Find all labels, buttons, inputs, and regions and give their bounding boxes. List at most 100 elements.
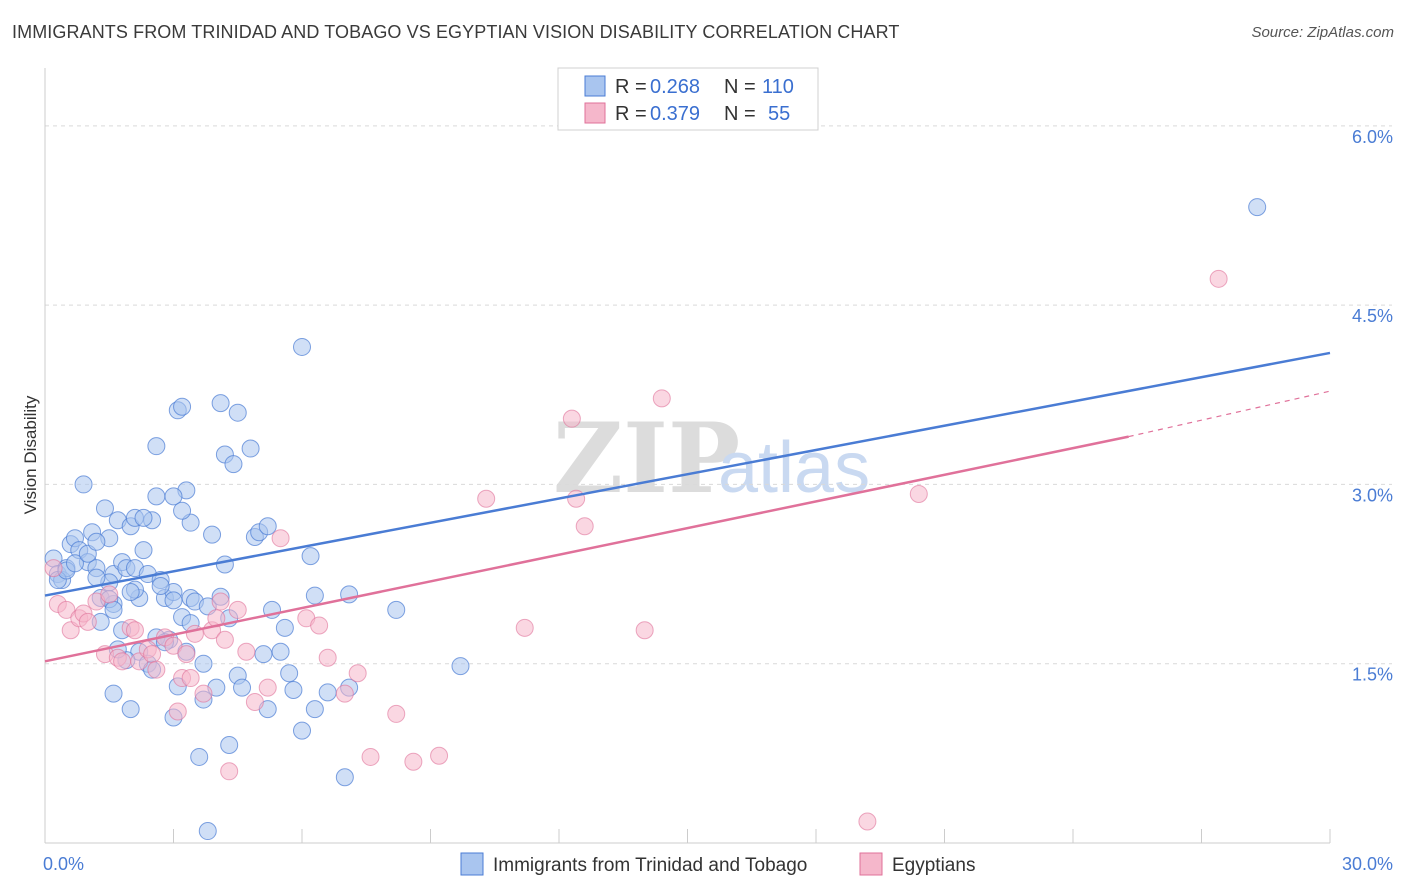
data-point-egyptians	[100, 585, 119, 604]
data-point-egyptians	[361, 747, 380, 766]
data-point-egyptians	[194, 684, 213, 703]
gridlines	[45, 125, 1392, 665]
data-point-trinidad	[228, 403, 247, 422]
data-point-egyptians	[635, 621, 654, 640]
data-point-trinidad	[293, 721, 311, 740]
data-point-egyptians	[177, 645, 196, 664]
y-axis-label: Vision Disability	[21, 395, 40, 514]
data-point-trinidad	[1248, 198, 1267, 217]
data-point-egyptians	[318, 648, 337, 667]
data-point-egyptians	[143, 645, 162, 664]
series-egyptians-points	[44, 269, 1228, 831]
data-point-trinidad	[220, 735, 239, 754]
data-point-trinidad	[65, 554, 84, 573]
data-point-egyptians	[348, 664, 367, 683]
data-point-egyptians	[477, 489, 496, 508]
data-point-egyptians	[113, 652, 132, 671]
data-point-trinidad	[164, 591, 183, 610]
legend-r-label-blue: R =	[615, 76, 647, 98]
data-point-egyptians	[387, 704, 406, 723]
data-point-egyptians	[125, 621, 144, 640]
data-point-trinidad	[121, 700, 140, 719]
data-point-egyptians	[310, 616, 329, 635]
data-point-egyptians	[245, 692, 264, 711]
data-point-trinidad	[293, 337, 311, 356]
series-trinidad-points	[44, 198, 1267, 841]
data-point-egyptians	[181, 669, 200, 688]
data-point-trinidad	[211, 394, 230, 413]
data-point-trinidad	[151, 577, 170, 596]
data-point-egyptians	[237, 642, 256, 661]
data-point-egyptians	[652, 389, 671, 408]
data-point-trinidad	[335, 768, 354, 787]
data-point-trinidad	[318, 683, 337, 702]
data-point-trinidad	[121, 582, 140, 601]
trend-lines	[44, 351, 1331, 663]
data-point-trinidad	[194, 654, 213, 673]
data-point-trinidad	[134, 541, 153, 560]
bottom-legend-swatch-blue	[460, 852, 484, 876]
series-legend: Immigrants from Trinidad and Tobago Egyp…	[460, 852, 975, 876]
data-point-trinidad	[190, 747, 209, 766]
data-point-trinidad	[305, 586, 324, 605]
trend-line-egyptians	[44, 435, 1129, 663]
data-point-trinidad	[280, 664, 299, 683]
data-point-egyptians	[858, 812, 877, 831]
data-point-egyptians	[220, 762, 239, 781]
legend-swatch-blue	[584, 75, 606, 97]
data-point-trinidad	[233, 678, 252, 697]
axes: 1.5% 3.0% 4.5% 6.0% 0.0% 30.0%	[43, 68, 1393, 874]
bottom-legend-label-pink: Egyptians	[892, 855, 975, 876]
data-point-egyptians	[258, 678, 277, 697]
data-point-trinidad	[301, 547, 320, 566]
data-point-trinidad	[284, 681, 303, 699]
bottom-legend-swatch-pink	[859, 852, 883, 876]
data-point-trinidad	[164, 487, 183, 506]
data-point-egyptians	[147, 660, 166, 679]
data-point-trinidad	[134, 508, 153, 527]
data-point-egyptians	[211, 592, 230, 611]
data-point-egyptians	[404, 752, 423, 771]
y-tick-label: 3.0%	[1352, 485, 1393, 505]
data-point-egyptians	[430, 746, 449, 765]
legend-r-label-pink: R =	[615, 103, 647, 125]
data-point-trinidad	[241, 439, 260, 458]
data-point-egyptians	[562, 409, 581, 428]
data-point-egyptians	[78, 612, 97, 631]
data-point-egyptians	[215, 630, 234, 649]
data-point-trinidad	[271, 642, 290, 661]
legend-n-value-pink: 55	[768, 103, 790, 125]
data-point-egyptians	[57, 600, 76, 619]
legend-n-value-blue: 110	[762, 76, 794, 98]
data-point-egyptians	[228, 600, 247, 619]
stats-legend: R = 0.268 N = 110 R = 0.379 N = 55	[557, 67, 819, 131]
data-point-trinidad	[104, 684, 123, 703]
data-point-egyptians	[909, 484, 928, 503]
data-point-trinidad	[305, 700, 324, 719]
data-point-trinidad	[74, 475, 93, 494]
trend-line-trinidad	[44, 351, 1331, 597]
chart-title: IMMIGRANTS FROM TRINIDAD AND TOBAGO VS E…	[12, 22, 900, 42]
x-tick-label: 30.0%	[1342, 854, 1393, 874]
trend-line-egyptians-extension	[1128, 390, 1331, 438]
y-tick-label: 4.5%	[1352, 306, 1393, 326]
y-tick-label: 6.0%	[1352, 127, 1393, 147]
data-point-trinidad	[275, 618, 294, 637]
bottom-legend-label-blue: Immigrants from Trinidad and Tobago	[493, 855, 807, 876]
data-point-trinidad	[224, 455, 243, 474]
data-point-trinidad	[147, 487, 166, 506]
legend-n-label-blue: N =	[724, 76, 756, 98]
data-point-trinidad	[451, 657, 470, 676]
data-point-trinidad	[203, 525, 222, 544]
data-point-trinidad	[215, 555, 234, 574]
data-point-trinidad	[147, 437, 166, 456]
data-point-egyptians	[164, 636, 183, 655]
data-point-trinidad	[258, 517, 277, 536]
legend-n-label-pink: N =	[724, 103, 756, 125]
x-tick-label: 0.0%	[43, 854, 84, 874]
data-point-trinidad	[95, 499, 114, 518]
data-point-egyptians	[335, 684, 354, 703]
data-point-egyptians	[44, 559, 63, 578]
legend-swatch-pink	[584, 102, 606, 124]
